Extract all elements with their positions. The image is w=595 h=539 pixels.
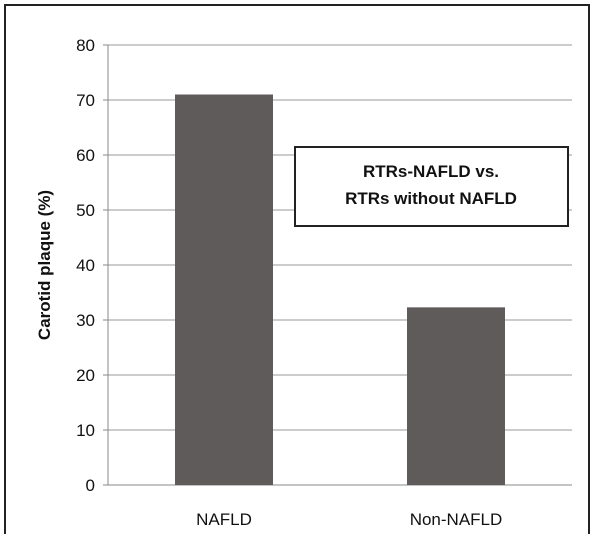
- y-tick-label: 50: [76, 201, 95, 220]
- y-tick-label: 80: [76, 36, 95, 55]
- y-tick-label: 60: [76, 146, 95, 165]
- annotation-line-2: RTRs without NAFLD: [345, 189, 517, 208]
- annotation-frame: [294, 146, 569, 227]
- y-tick-label: 70: [76, 91, 95, 110]
- y-tick-label: 40: [76, 256, 95, 275]
- y-tick-label: 10: [76, 421, 95, 440]
- y-tick-label: 30: [76, 311, 95, 330]
- y-tick-labels: 0 10 20 30 40 50 60 70 80: [76, 36, 95, 495]
- bar-non-nafld: [407, 307, 505, 485]
- bars: [175, 94, 505, 485]
- y-tick-label: 20: [76, 366, 95, 385]
- annotation-line-1: RTRs-NAFLD vs.: [363, 162, 499, 181]
- chart-border: [4, 4, 590, 534]
- y-axis-label: Carotid plaque (%): [35, 190, 54, 340]
- x-tick-label: Non-NAFLD: [410, 510, 503, 529]
- x-tick-labels: NAFLD Non-NAFLD: [196, 510, 502, 529]
- y-tick-label: 0: [86, 476, 95, 495]
- bar-nafld: [175, 94, 273, 485]
- x-tick-label: NAFLD: [196, 510, 252, 529]
- annotation-box: RTRs-NAFLD vs. RTRs without NAFLD: [294, 146, 569, 227]
